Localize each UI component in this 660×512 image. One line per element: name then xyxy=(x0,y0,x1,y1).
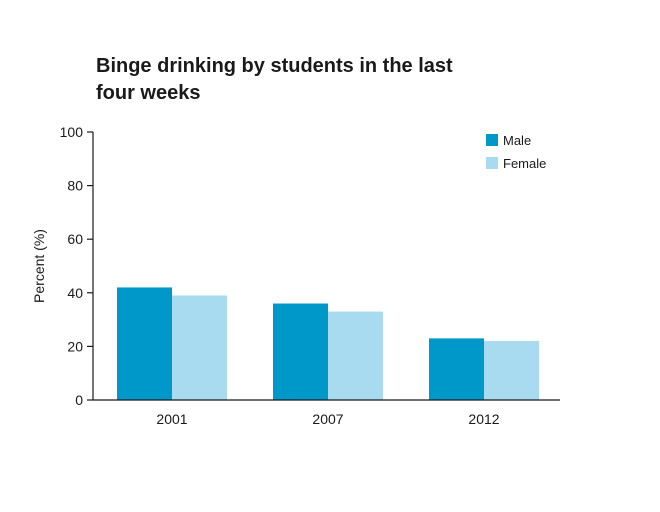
bar-male-2012 xyxy=(429,338,484,400)
x-tick-label: 2007 xyxy=(312,411,343,427)
y-tick-label: 60 xyxy=(67,231,83,247)
y-tick-label: 100 xyxy=(60,124,84,140)
x-axis-ticks: 2001 2007 2012 xyxy=(156,411,499,427)
y-tick-label: 0 xyxy=(75,392,83,408)
legend-swatch-male xyxy=(486,134,498,146)
bar-female-2012 xyxy=(484,341,539,400)
y-tick-label: 40 xyxy=(67,285,83,301)
y-tick-label: 80 xyxy=(67,178,83,194)
x-tick-label: 2001 xyxy=(156,411,187,427)
legend: Male Female xyxy=(486,133,546,171)
chart-title: Binge drinking by students in the last f… xyxy=(96,55,453,104)
y-axis-ticks: 0 20 40 60 80 100 xyxy=(60,124,93,408)
legend-label-male: Male xyxy=(503,133,531,148)
bar-female-2007 xyxy=(328,311,383,400)
y-axis-title: Percent (%) xyxy=(31,229,47,303)
legend-label-female: Female xyxy=(503,156,546,171)
bar-male-2007 xyxy=(273,303,328,400)
bar-male-2001 xyxy=(117,287,172,400)
y-tick-label: 20 xyxy=(67,338,83,354)
legend-swatch-female xyxy=(486,157,498,169)
bars xyxy=(117,287,539,400)
bar-female-2001 xyxy=(172,295,227,400)
x-tick-label: 2012 xyxy=(468,411,499,427)
